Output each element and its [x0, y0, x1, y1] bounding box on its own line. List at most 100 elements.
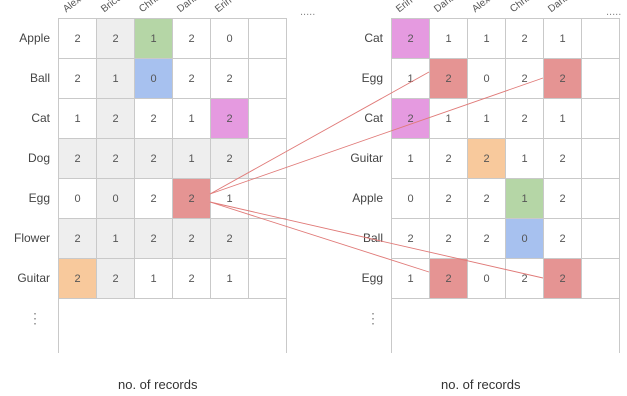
right-cell: 1 [467, 18, 506, 59]
left-cell: 2 [96, 18, 135, 59]
right-caption: no. of records [441, 377, 521, 392]
left-row-label: Cat [31, 111, 50, 125]
right-cell: 2 [467, 178, 506, 219]
right-cell: 2 [543, 138, 582, 179]
left-cell: 0 [210, 18, 249, 59]
right-row-label: Ball [362, 231, 383, 245]
right-cell: 2 [543, 258, 582, 299]
right-cell: 0 [505, 218, 544, 259]
left-cell: 2 [210, 58, 249, 99]
left-grid-line [248, 98, 286, 99]
left-rows-more: ⋮ [28, 310, 42, 326]
right-cell: 2 [505, 58, 544, 99]
left-col-header: Erin [213, 0, 235, 16]
left-cell: 2 [58, 58, 97, 99]
right-cell: 1 [505, 178, 544, 219]
right-grid-line [581, 178, 619, 179]
right-cell: 1 [429, 18, 468, 59]
right-cell: 1 [543, 18, 582, 59]
left-cell: 2 [172, 58, 211, 99]
right-columns-more: ..... [606, 6, 622, 18]
left-cell: 2 [210, 218, 249, 259]
right-cell: 1 [505, 138, 544, 179]
left-cell: 1 [96, 58, 135, 99]
left-col-header: Dana [175, 0, 201, 16]
left-cell: 1 [96, 218, 135, 259]
left-cell: 1 [134, 258, 173, 299]
right-cell: 2 [429, 258, 468, 299]
left-row-label: Ball [29, 71, 50, 85]
right-cell: 2 [429, 178, 468, 219]
right-row-label: Egg [361, 71, 383, 85]
right-grid-line [619, 18, 620, 353]
left-cell: 1 [172, 138, 211, 179]
right-cell: 2 [467, 218, 506, 259]
right-cell: 2 [543, 178, 582, 219]
left-grid-line [248, 58, 286, 59]
left-row-label: Dog [27, 151, 50, 165]
right-cell: 2 [505, 98, 544, 139]
right-cell: 2 [429, 58, 468, 99]
left-cell: 0 [96, 178, 135, 219]
left-cell: 2 [172, 258, 211, 299]
right-cell: 1 [391, 58, 430, 99]
left-grid-line [248, 258, 286, 259]
right-grid-line [581, 58, 619, 59]
left-cell: 2 [96, 258, 135, 299]
left-columns-more: ..... [300, 6, 316, 18]
left-cell: 0 [58, 178, 97, 219]
left-cell: 2 [134, 178, 173, 219]
left-cell: 2 [172, 218, 211, 259]
left-cell: 2 [58, 138, 97, 179]
left-caption: no. of records [118, 377, 198, 392]
right-cell: 2 [505, 18, 544, 59]
left-cell: 2 [58, 18, 97, 59]
left-row-label: Guitar [17, 271, 50, 285]
left-cell: 2 [210, 138, 249, 179]
left-cell: 2 [172, 18, 211, 59]
right-cell: 2 [543, 218, 582, 259]
left-grid-line [248, 218, 286, 219]
right-col-header: Dana [432, 0, 458, 16]
right-cell: 2 [543, 58, 582, 99]
left-cell: 2 [210, 98, 249, 139]
left-cell: 1 [134, 18, 173, 59]
left-grid-line [248, 18, 286, 19]
left-cell: 2 [172, 178, 211, 219]
right-cell: 0 [467, 258, 506, 299]
right-cell: 1 [467, 98, 506, 139]
right-cell: 1 [429, 98, 468, 139]
left-cell: 2 [134, 138, 173, 179]
right-row-label: Cat [364, 111, 383, 125]
left-row-label: Egg [28, 191, 50, 205]
left-col-header: Brice [99, 0, 124, 15]
left-row-label: Apple [19, 31, 50, 45]
right-grid-line [581, 98, 619, 99]
left-col-header: Alex [61, 0, 84, 15]
right-grid-line [581, 138, 619, 139]
left-cell: 2 [58, 218, 97, 259]
right-cell: 2 [391, 218, 430, 259]
left-grid-line [248, 178, 286, 179]
right-cell: 1 [391, 138, 430, 179]
right-cell: 1 [543, 98, 582, 139]
left-cell: 2 [58, 258, 97, 299]
right-cell: 2 [467, 138, 506, 179]
right-cell: 2 [391, 18, 430, 59]
right-row-label: Cat [364, 31, 383, 45]
right-cell: 0 [391, 178, 430, 219]
left-cell: 2 [96, 98, 135, 139]
left-grid-line [248, 138, 286, 139]
right-rows-more: ⋮ [366, 310, 380, 326]
right-row-label: Egg [361, 271, 383, 285]
right-cell: 2 [429, 218, 468, 259]
left-row-label: Flower [13, 231, 50, 245]
right-grid-line [581, 258, 619, 259]
right-cell: 0 [467, 58, 506, 99]
left-cell: 1 [210, 258, 249, 299]
right-grid-line [581, 18, 619, 19]
left-cell: 0 [134, 58, 173, 99]
left-cell: 2 [134, 98, 173, 139]
right-cell: 2 [391, 98, 430, 139]
right-row-label: Guitar [350, 151, 383, 165]
